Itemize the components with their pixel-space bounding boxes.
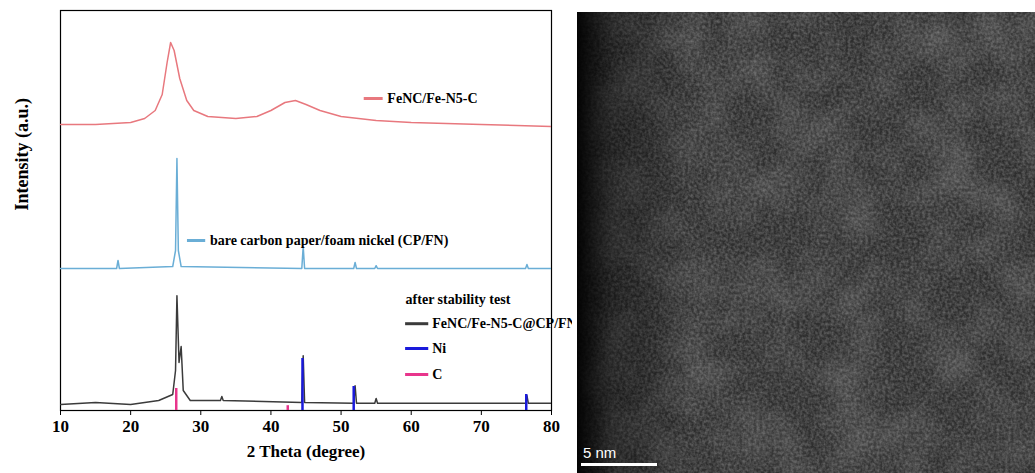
svg-text:FeNC/Fe-N5-C@CP/FN: FeNC/Fe-N5-C@CP/FN xyxy=(432,316,572,331)
svg-text:5 nm: 5 nm xyxy=(583,444,616,461)
svg-text:FeNC/Fe-N5-C: FeNC/Fe-N5-C xyxy=(387,91,477,106)
svg-text:40: 40 xyxy=(262,417,279,436)
svg-text:30: 30 xyxy=(192,417,209,436)
svg-text:C: C xyxy=(432,367,442,382)
svg-text:50: 50 xyxy=(333,417,350,436)
svg-text:Intensity (a.u.): Intensity (a.u.) xyxy=(12,98,33,211)
svg-text:after stability test: after stability test xyxy=(406,292,511,307)
svg-text:10: 10 xyxy=(52,417,69,436)
svg-text:2 Theta (degree): 2 Theta (degree) xyxy=(247,442,365,461)
svg-text:70: 70 xyxy=(473,417,490,436)
svg-text:bare carbon paper/foam nickel: bare carbon paper/foam nickel (CP/FN) xyxy=(210,233,449,249)
svg-text:Ni: Ni xyxy=(432,341,446,356)
svg-text:20: 20 xyxy=(122,417,139,436)
svg-text:60: 60 xyxy=(403,417,420,436)
svg-text:80: 80 xyxy=(543,417,560,436)
